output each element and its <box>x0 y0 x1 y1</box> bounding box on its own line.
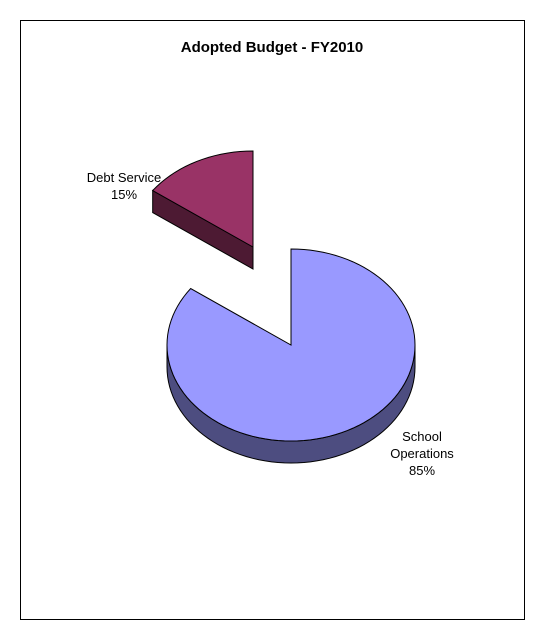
pie-slice-school-operations <box>166 248 416 464</box>
slice-top <box>166 248 416 442</box>
pie-slice-debt-service <box>151 150 254 270</box>
chart-frame <box>20 20 525 620</box>
chart-title: Adopted Budget - FY2010 <box>181 39 364 56</box>
slice-name-label: Debt Service <box>87 170 161 185</box>
slice-percent-label: 15% <box>111 187 137 202</box>
slice-name-label: School <box>402 429 442 444</box>
slice-top <box>151 150 254 248</box>
slice-name-label: Operations <box>390 446 454 461</box>
slice-percent-label: 85% <box>409 463 435 478</box>
